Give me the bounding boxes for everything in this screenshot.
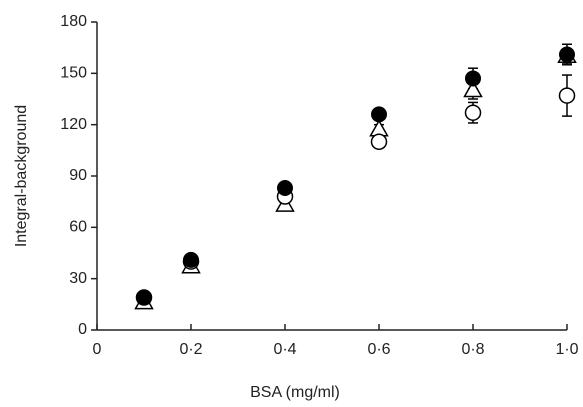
- point: [183, 251, 199, 268]
- y-axis-label: Integral-background: [13, 105, 30, 247]
- x-tick-label: 1·0: [555, 341, 578, 358]
- point: [136, 289, 152, 306]
- point: [463, 79, 483, 98]
- point: [371, 106, 387, 123]
- x-tick-label: 0·8: [461, 341, 484, 358]
- x-tick-label: 0·2: [179, 341, 202, 358]
- point: [559, 46, 575, 63]
- point: [464, 104, 482, 121]
- y-tick-label: 90: [69, 167, 87, 184]
- x-tick-label: 0·4: [273, 341, 296, 358]
- point: [465, 70, 481, 87]
- point: [370, 133, 388, 151]
- x-tick-label: 0·6: [367, 341, 390, 358]
- y-tick-label: 150: [60, 65, 87, 82]
- point: [558, 87, 576, 104]
- y-tick-label: 120: [60, 116, 87, 133]
- y-tick-label: 0: [78, 321, 87, 338]
- y-tick-label: 30: [69, 270, 87, 287]
- x-tick-label: 0: [93, 341, 102, 358]
- point: [277, 179, 293, 196]
- y-tick-label: 60: [69, 219, 87, 236]
- x-axis-label: BSA (mg/ml): [250, 384, 340, 401]
- y-tick-label: 180: [60, 13, 87, 30]
